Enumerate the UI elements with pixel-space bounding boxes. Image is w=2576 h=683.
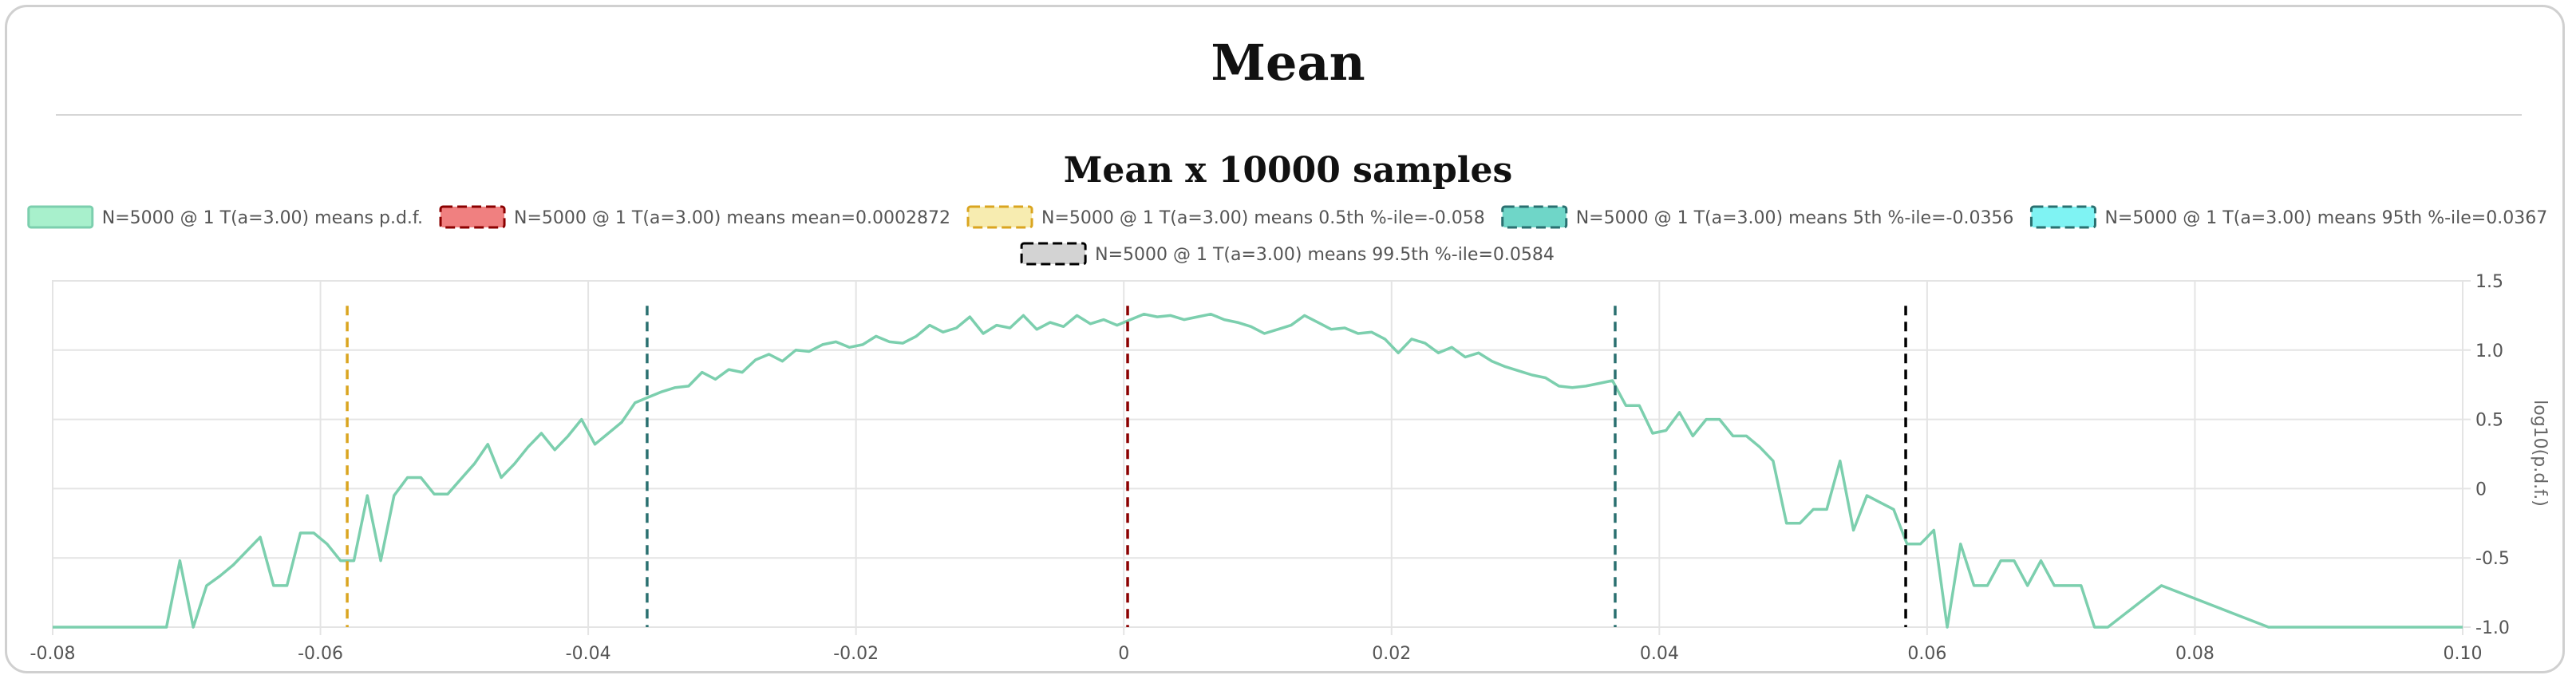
legend-swatch	[439, 205, 506, 229]
title-divider	[56, 114, 2522, 116]
y-tick-label: 0	[2475, 480, 2487, 499]
legend-item-5: N=5000 @ 1 T(a=3.00) means 95th %-ile=0.…	[2029, 205, 2547, 229]
y-tick-label: 1.5	[2475, 272, 2503, 292]
x-tick-label: -0.04	[566, 644, 611, 664]
x-tick-label: 0.06	[1907, 644, 1946, 664]
legend-label: N=5000 @ 1 T(a=3.00) means 0.5th %-ile=-…	[1041, 208, 1485, 228]
legend-item-6: N=5000 @ 1 T(a=3.00) means 99.5th %-ile=…	[1020, 242, 1555, 266]
y-tick-label: 0.5	[2475, 411, 2503, 431]
legend-item-4: N=5000 @ 1 T(a=3.00) means 5th %-ile=-0.…	[1501, 205, 2014, 229]
y-tick-label: -1.0	[2475, 618, 2510, 638]
page-title: Mean	[1211, 34, 1365, 92]
x-axis: -0.08 -0.06 -0.04 -0.02 0 0.02 0.04 0.06 0.08 0.1…	[30, 644, 2483, 664]
chart-card	[5, 5, 2565, 673]
legend-label: N=5000 @ 1 T(a=3.00) means 95th %-ile=0.…	[2104, 208, 2547, 228]
legend-swatch	[966, 205, 1033, 229]
legend-label: N=5000 @ 1 T(a=3.00) means 5th %-ile=-0.…	[1576, 208, 2014, 228]
x-tick-label: 0.10	[2444, 644, 2483, 664]
legend-label: N=5000 @ 1 T(a=3.00) means p.d.f.	[102, 208, 423, 228]
grid	[52, 280, 2471, 635]
plot-area	[53, 306, 2463, 629]
legend-label: N=5000 @ 1 T(a=3.00) means 99.5th %-ile=…	[1095, 245, 1555, 265]
y-axis-label: log10(p.d.f.)	[2530, 400, 2550, 507]
x-tick-label: 0.04	[1640, 644, 1679, 664]
x-tick-label: 0	[1118, 644, 1129, 664]
x-tick-label: 0.02	[1372, 644, 1411, 664]
x-tick-label: -0.08	[30, 644, 76, 664]
legend-swatch	[1020, 242, 1087, 266]
legend-swatch	[27, 205, 94, 229]
x-tick-label: -0.02	[833, 644, 879, 664]
legend-item-2: N=5000 @ 1 T(a=3.00) means mean=0.000287…	[439, 205, 950, 229]
legend-item-1: N=5000 @ 1 T(a=3.00) means p.d.f.	[27, 205, 423, 229]
x-tick-label: 0.08	[2175, 644, 2214, 664]
y-axis: -1.0 -0.5 0 0.5 1.0 1.5	[2475, 272, 2510, 638]
legend: N=5000 @ 1 T(a=3.00) means p.d.f. N=5000 …	[27, 205, 2547, 266]
plot-frame	[52, 280, 2463, 628]
pdf-series-line	[53, 312, 2463, 629]
y-tick-label: -0.5	[2475, 549, 2510, 569]
chart-title: Mean x 10000 samples	[1064, 150, 1513, 191]
x-tick-label: -0.06	[298, 644, 343, 664]
legend-item-3: N=5000 @ 1 T(a=3.00) means 0.5th %-ile=-…	[966, 205, 1485, 229]
legend-label: N=5000 @ 1 T(a=3.00) means mean=0.000287…	[514, 208, 950, 228]
legend-swatch	[1501, 205, 1568, 229]
legend-swatch	[2029, 205, 2096, 229]
y-tick-label: 1.0	[2475, 342, 2503, 361]
